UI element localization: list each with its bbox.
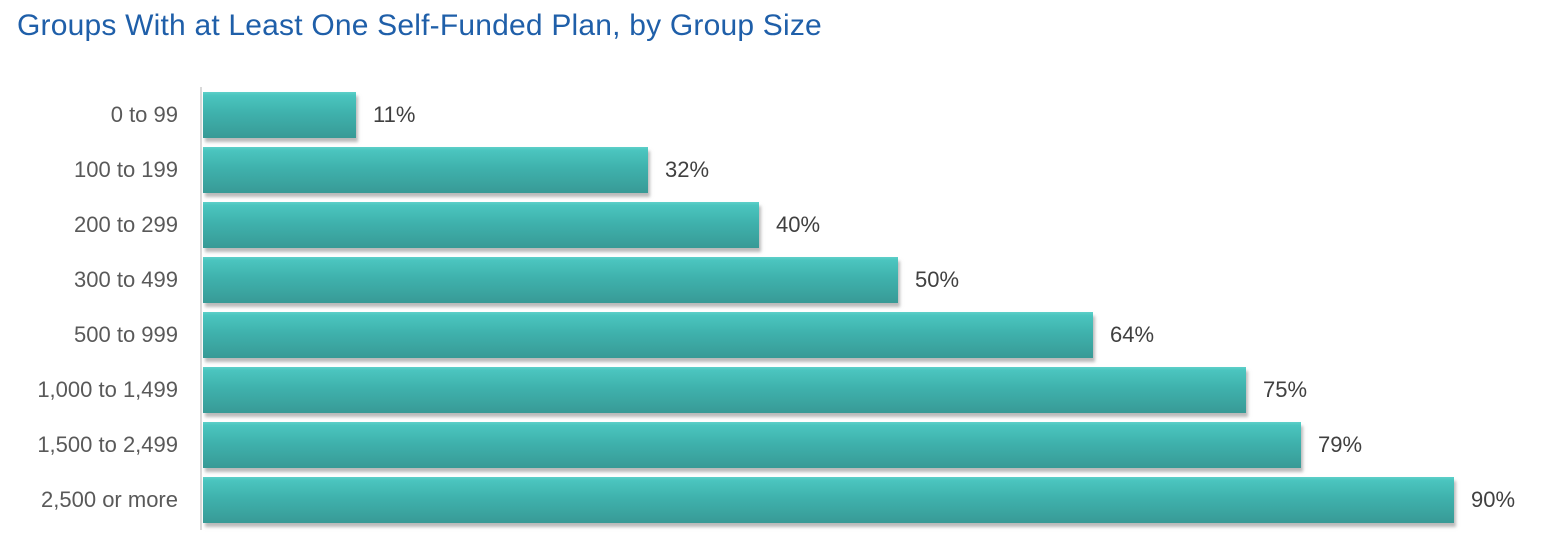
value-label: 50% [915, 267, 960, 292]
value-label: 11% [373, 102, 416, 127]
category-label: 1,000 to 1,499 [37, 377, 178, 402]
value-label: 32% [665, 157, 710, 182]
bar [203, 477, 1454, 523]
bar [203, 312, 1093, 358]
bar [203, 422, 1301, 468]
category-label: 2,500 or more [41, 487, 178, 512]
category-label: 100 to 199 [74, 157, 178, 182]
value-label: 79% [1318, 432, 1363, 457]
bar [203, 257, 898, 303]
bar [203, 202, 759, 248]
value-label: 90% [1471, 487, 1516, 512]
value-label: 40% [776, 212, 821, 237]
category-label: 200 to 299 [74, 212, 178, 237]
y-axis-line [200, 87, 202, 530]
category-label: 0 to 99 [110, 102, 178, 127]
value-label: 64% [1110, 322, 1155, 347]
bar [203, 147, 648, 193]
bar [203, 92, 356, 138]
value-label: 75% [1263, 377, 1308, 402]
category-label: 300 to 499 [74, 267, 178, 292]
category-label: 1,500 to 2,499 [37, 432, 178, 457]
chart-title: Groups With at Least One Self-Funded Pla… [17, 9, 822, 42]
category-label: 500 to 999 [74, 322, 178, 347]
bar [203, 367, 1246, 413]
